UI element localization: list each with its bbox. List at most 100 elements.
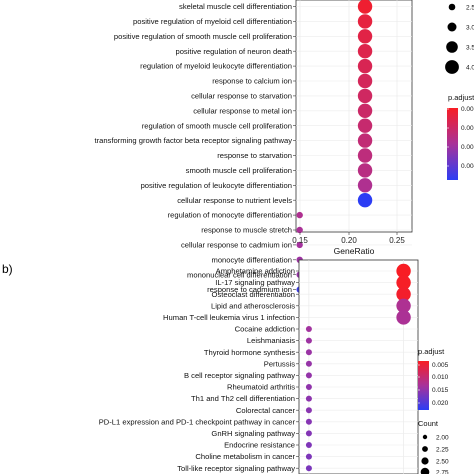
color-legend-label: 0.015 <box>432 387 449 394</box>
plot-area <box>295 0 413 233</box>
term-label: Colorectal cancer <box>236 406 296 415</box>
size-legend-dot <box>421 457 429 465</box>
size-legend-label: 3.5 <box>466 44 474 51</box>
size-legend-label: 2.25 <box>436 446 449 453</box>
term-label: positive regulation of neuron death <box>175 47 292 56</box>
term-label: smooth muscle cell proliferation <box>186 166 292 175</box>
size-legend-label: 3.0 <box>466 24 474 31</box>
term-label: Cocaine addiction <box>235 325 295 334</box>
size-legend-label: 2.50 <box>436 458 449 465</box>
term-label: positive regulation of myeloid cell diff… <box>133 17 292 26</box>
data-point <box>396 275 411 290</box>
term-label: Lipid and atherosclerosis <box>211 301 295 310</box>
data-point <box>357 14 373 29</box>
data-point <box>305 372 312 379</box>
data-point <box>305 407 312 414</box>
term-label: Rheumatoid arthritis <box>227 383 295 392</box>
color-legend-label: 0.002 <box>461 125 474 132</box>
term-label: regulation of monocyte differentiation <box>168 211 292 220</box>
data-point <box>305 418 312 425</box>
term-label: Amphetamine addiction <box>216 267 295 276</box>
color-legend-label: 0.004 <box>461 163 474 170</box>
color-legend-label: 0.020 <box>432 400 449 407</box>
term-label: Endocrine resistance <box>224 441 295 450</box>
term-label: response to muscle stretch <box>201 226 292 235</box>
term-label: response to calcium ion <box>212 77 292 86</box>
term-label: Leishmaniasis <box>247 336 295 345</box>
data-point <box>357 44 373 59</box>
data-point <box>305 326 312 332</box>
data-point <box>357 0 373 14</box>
panel-b: Amphetamine addiction IL-17 signaling pat… <box>2 259 449 474</box>
data-point <box>357 88 373 104</box>
size-legend-label: 2.00 <box>436 434 449 441</box>
color-legend-label: 0.005 <box>432 362 449 369</box>
term-label: regulation of smooth muscle cell prolife… <box>142 121 292 130</box>
size-legend-title: Count <box>418 419 439 428</box>
data-point <box>357 73 373 89</box>
color-legend-title: p.adjust <box>448 93 474 102</box>
size-legend-dot <box>445 60 459 74</box>
data-point <box>305 465 312 472</box>
data-point <box>357 118 373 133</box>
size-legend-dot <box>422 446 428 452</box>
term-label: Osteoclast differentiation <box>212 290 295 299</box>
term-label: regulation of myeloid leukocyte differen… <box>140 62 292 71</box>
color-legend-bar <box>447 108 458 180</box>
size-legend-label: 4.0 <box>466 64 474 71</box>
term-label: response to starvation <box>217 151 292 160</box>
term-label: Choline metabolism in cancer <box>195 452 295 461</box>
size-legend-label: 2.5 <box>466 4 474 11</box>
data-point <box>305 453 312 460</box>
data-point <box>357 148 373 163</box>
term-label: cellular response to cadmium ion <box>181 241 292 250</box>
data-point <box>296 211 303 219</box>
data-point <box>305 442 312 448</box>
size-legend-dot <box>447 22 457 32</box>
term-label: positive regulation of leukocyte differe… <box>141 181 292 190</box>
term-label: cellular response to nutrient levels <box>177 196 292 205</box>
data-point <box>305 337 312 344</box>
size-legend-dot <box>420 467 430 474</box>
data-point <box>396 310 411 325</box>
term-label: cellular response to starvation <box>191 92 292 101</box>
term-label: monocyte differentiation <box>212 255 293 264</box>
x-tick-label: 0.15 <box>292 236 308 245</box>
data-point <box>357 133 373 148</box>
data-point <box>396 263 411 279</box>
size-legend-dot <box>448 3 456 11</box>
panel-a: skeletal muscle cell differentiation posi… <box>94 0 474 294</box>
data-point <box>305 395 312 402</box>
term-label: cellular response to metal ion <box>193 106 292 115</box>
term-label: B cell receptor signaling pathway <box>184 371 295 380</box>
data-point <box>305 349 312 356</box>
data-point <box>305 384 312 390</box>
color-legend-label: 0.010 <box>432 374 449 381</box>
size-legend-dot <box>446 41 458 53</box>
color-legend-label: 0.003 <box>461 144 474 151</box>
data-point <box>305 430 312 437</box>
data-point <box>296 241 303 249</box>
term-label: Human T-cell leukemia virus 1 infection <box>163 313 295 322</box>
term-label: Toll-like receptor signaling pathway <box>177 464 295 473</box>
panel-label: b) <box>2 262 13 276</box>
term-label: transforming growth factor beta receptor… <box>94 136 292 145</box>
data-point <box>305 360 312 367</box>
term-label: Th1 and Th2 cell differentiation <box>191 394 295 403</box>
data-point <box>357 103 373 119</box>
data-point <box>357 29 373 44</box>
data-point <box>296 226 303 234</box>
x-tick-label: 0.20 <box>341 236 357 245</box>
term-label: skeletal muscle cell differentiation <box>179 2 292 11</box>
x-tick-label: 0.25 <box>389 236 405 245</box>
data-point <box>357 178 373 193</box>
data-point <box>357 163 373 178</box>
color-legend-title: p.adjust <box>418 347 445 356</box>
data-point <box>396 287 411 302</box>
term-label: mononuclear cell differentiation <box>187 270 292 279</box>
data-point <box>396 298 411 313</box>
data-point <box>357 193 373 208</box>
term-label: Thyroid hormone synthesis <box>204 348 295 357</box>
data-point <box>357 58 373 74</box>
